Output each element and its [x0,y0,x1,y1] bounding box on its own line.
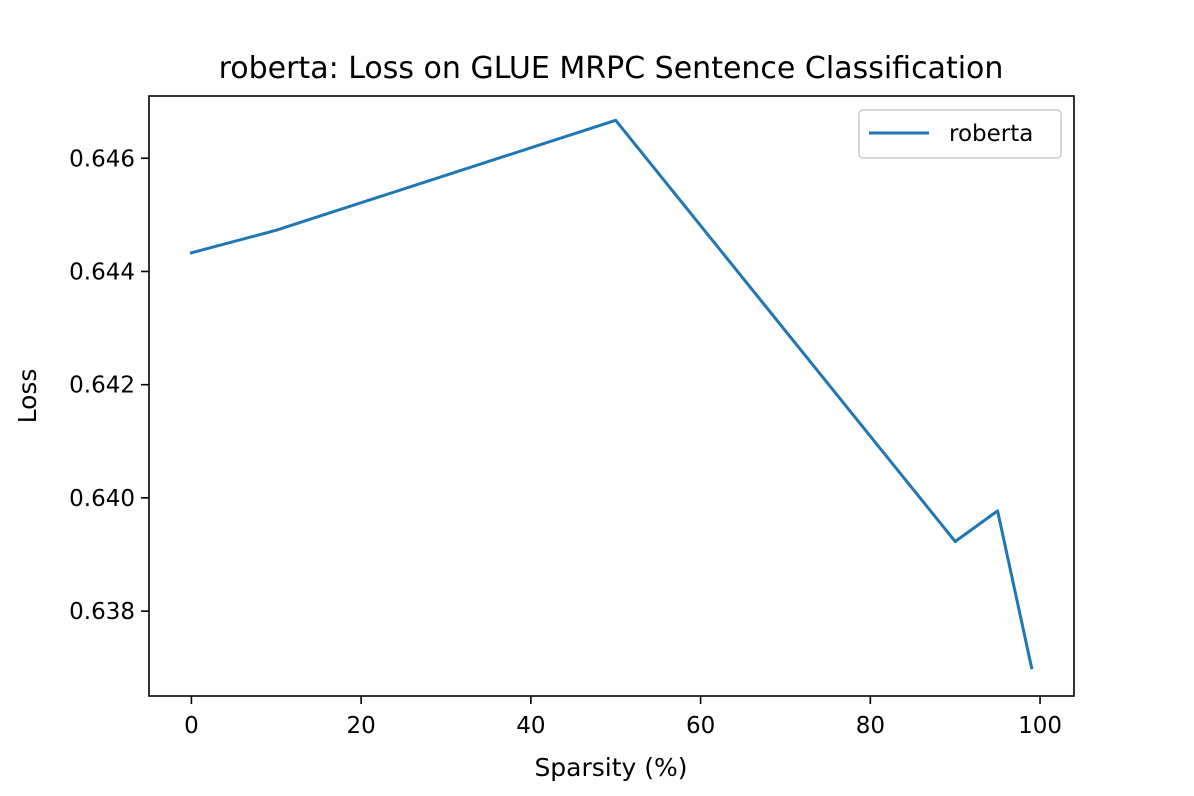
x-tick-label: 100 [1018,713,1062,739]
y-axis-label: Loss [13,369,42,424]
x-axis-label: Sparsity (%) [534,753,687,782]
y-tick-label: 0.646 [69,146,135,172]
x-tick-label: 20 [347,713,376,739]
x-tick-label: 0 [184,713,199,739]
x-tick-label: 40 [516,713,545,739]
y-tick-label: 0.638 [69,599,135,625]
axes-frame [148,95,1075,697]
chart-title: roberta: Loss on GLUE MRPC Sentence Clas… [219,51,1004,86]
series-line-roberta [189,118,1034,670]
y-tick-label: 0.640 [69,486,135,512]
legend-box [858,109,1062,159]
x-tick-label: 80 [856,713,885,739]
y-tick-label: 0.642 [69,373,135,399]
x-tick-label: 60 [686,713,715,739]
plot-area [189,118,1034,670]
legend: roberta [858,109,1062,159]
x-axis: 0 20 40 60 80 100 [184,696,1062,739]
legend-label: roberta [949,121,1033,147]
y-axis: 0.638 0.640 0.642 0.644 0.646 [69,146,149,625]
y-tick-label: 0.644 [69,259,135,285]
